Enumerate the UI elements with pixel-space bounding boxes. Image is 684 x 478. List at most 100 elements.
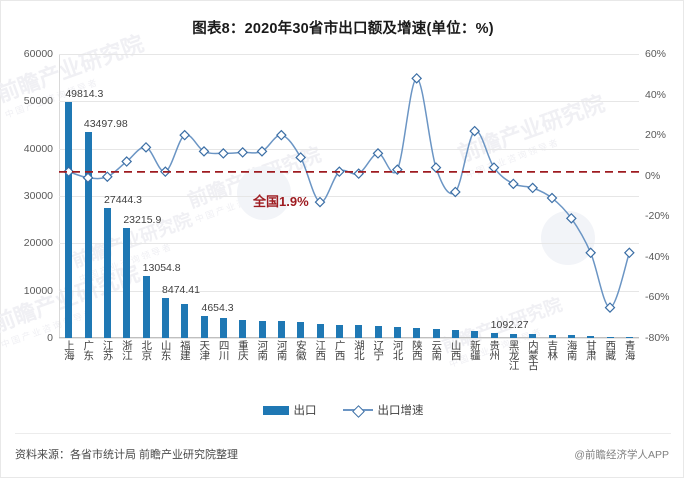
x-axis-label: 西藏 — [604, 340, 617, 360]
data-point-marker[interactable]: 上海: 2% — [63, 166, 75, 178]
data-point-marker[interactable]: 吉林: -11% — [546, 192, 558, 204]
bar-value-label: 1092.27 — [490, 318, 529, 331]
x-axis-label: 湖北 — [352, 340, 365, 360]
bar[interactable] — [84, 132, 92, 338]
x-axis-label: 山西 — [449, 340, 462, 360]
bar[interactable] — [393, 327, 401, 338]
y-axis-tick-label: 0 — [47, 332, 53, 344]
data-point-marker[interactable]: 重庆: 11.5% — [237, 147, 249, 158]
data-point-marker[interactable]: 广东: -1% — [82, 172, 94, 184]
x-axis-label: 北京 — [140, 340, 153, 360]
data-point-marker[interactable]: 西藏: -65% — [604, 302, 616, 313]
y-axis-right-tick-label: 40% — [645, 88, 667, 101]
data-point-marker[interactable]: 新疆: 22% — [469, 125, 481, 137]
data-point-marker[interactable]: 福建: 20% — [179, 129, 191, 141]
x-axis-label: 新疆 — [468, 340, 481, 360]
gridline — [59, 243, 639, 245]
legend-item-bar[interactable]: 出口 — [262, 402, 317, 418]
data-point-marker[interactable]: 海南: -21% — [565, 212, 577, 224]
legend-bar-swatch — [262, 405, 289, 415]
x-axis-label: 甘肃 — [584, 340, 597, 360]
data-point-marker[interactable]: 河南: 12% — [256, 145, 268, 157]
bar[interactable] — [181, 304, 189, 338]
data-point-marker[interactable]: 北京: 14% — [140, 141, 152, 153]
source-text: 资料来源：各省市统计局 前瞻产业研究院整理 — [15, 449, 239, 461]
y-axis-right-tick-label: -40% — [645, 250, 670, 263]
bar[interactable] — [548, 334, 556, 338]
y-axis-right-tick-label: -60% — [645, 291, 670, 304]
x-axis-label: 江苏 — [101, 340, 114, 360]
x-axis-label: 广西 — [333, 340, 346, 360]
bar[interactable] — [161, 297, 169, 338]
data-point-marker[interactable]: 江西: -13% — [314, 196, 326, 208]
y-axis-right-tick-label: -80% — [645, 332, 670, 344]
bar[interactable] — [509, 333, 517, 338]
bar[interactable] — [587, 335, 595, 338]
bar[interactable] — [103, 208, 111, 338]
data-point-marker[interactable]: 陕西: 48% — [411, 72, 423, 84]
x-axis-label: 广东 — [82, 340, 95, 360]
bar[interactable] — [277, 321, 285, 338]
y-axis-tick-label: 30000 — [23, 190, 53, 202]
x-axis-label: 福建 — [178, 340, 191, 360]
bar[interactable] — [606, 336, 614, 338]
bar[interactable] — [258, 320, 266, 338]
bar[interactable] — [471, 331, 479, 338]
bar[interactable] — [142, 276, 150, 338]
bar[interactable] — [451, 330, 459, 338]
data-point-marker[interactable]: 浙江: 7% — [121, 156, 133, 167]
gridline — [59, 338, 639, 339]
x-axis-label: 重庆 — [236, 340, 249, 360]
bar[interactable] — [625, 337, 633, 338]
bar-value-label: 43497.98 — [83, 118, 128, 131]
data-point-marker[interactable]: 天津: 12% — [198, 145, 210, 157]
data-point-marker[interactable]: 贵州: 4% — [488, 162, 500, 173]
chart-title: 图表8：2020年30省市出口额及增速(单位：%) — [192, 21, 494, 37]
bar[interactable] — [200, 315, 208, 338]
x-axis-label: 河南 — [256, 340, 269, 360]
data-point-marker[interactable]: 内蒙古: -6% — [527, 182, 539, 194]
bar[interactable] — [413, 328, 421, 338]
x-axis-label: 上海 — [62, 340, 75, 360]
y-axis-right-tick-label: 0% — [645, 169, 661, 182]
x-axis-label: 安徽 — [294, 340, 307, 360]
data-point-marker[interactable]: 青海: -38% — [623, 247, 635, 259]
y-axis-tick-label: 10000 — [23, 284, 53, 297]
data-point-marker[interactable]: 云南: 4% — [430, 162, 442, 173]
plot-area: 0 10000 20000 30000 40000 50000 60000 -80% -60%… — [24, 48, 670, 344]
bar[interactable] — [432, 329, 440, 338]
bar[interactable] — [490, 332, 498, 338]
y-axis-tick-label: 50000 — [23, 95, 53, 108]
x-axis-label: 青海 — [623, 340, 636, 360]
data-point-marker[interactable]: 黑龙江: -4% — [507, 178, 519, 190]
legend-diamond-icon — [351, 404, 365, 418]
bar[interactable] — [65, 102, 73, 338]
data-point-marker[interactable]: 河南: 20% — [275, 129, 287, 141]
bar[interactable] — [355, 325, 363, 338]
data-point-marker[interactable]: 辽宁: 11% — [372, 148, 384, 159]
data-point-marker[interactable]: 四川: 11% — [217, 148, 229, 159]
bar[interactable] — [297, 322, 305, 338]
bar[interactable] — [335, 324, 343, 338]
data-point-marker[interactable]: 安徽: 9% — [295, 152, 307, 163]
bar[interactable] — [123, 228, 131, 338]
bar-value-label: 13054.8 — [142, 262, 181, 275]
data-point-marker[interactable]: 江苏: -0.5% — [101, 171, 113, 183]
y-axis-right-tick-label: 60% — [645, 48, 667, 60]
data-point-marker[interactable]: 甘肃: -38% — [585, 247, 597, 259]
footer-divider — [15, 433, 671, 434]
bar-value-label: 23215.9 — [123, 214, 162, 227]
data-point-marker[interactable]: 山西: -8% — [449, 186, 461, 198]
bar[interactable] — [529, 334, 537, 338]
bar[interactable] — [374, 326, 382, 338]
x-axis-label: 贵州 — [488, 340, 501, 360]
y-axis-right-tick-label: -20% — [645, 210, 670, 223]
legend-item-line[interactable]: 出口增速 — [342, 402, 424, 418]
bar[interactable] — [219, 318, 227, 338]
x-axis-label: 内蒙古 — [526, 340, 539, 370]
bar[interactable] — [239, 319, 247, 338]
x-axis-label: 江西 — [314, 340, 327, 360]
x-axis-label: 辽宁 — [372, 340, 385, 360]
bar[interactable] — [316, 323, 324, 338]
bar[interactable] — [567, 335, 575, 338]
